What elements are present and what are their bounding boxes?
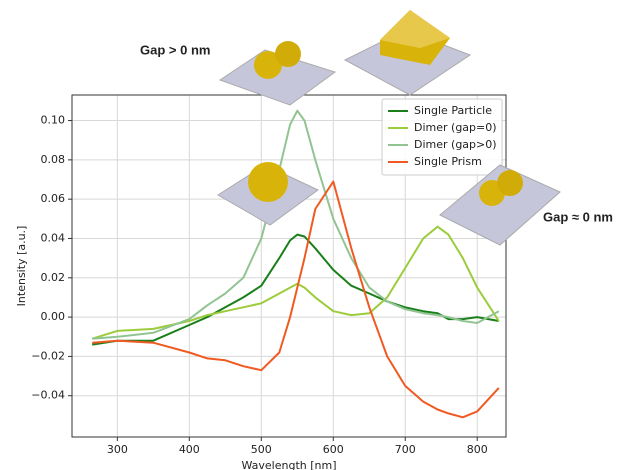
substrate (439, 164, 561, 246)
legend-label: Single Particle (414, 104, 492, 117)
line-series (92, 180, 500, 419)
y-axis-label: Intensity [a.u.] (15, 226, 28, 307)
y-tick-label: 0.08 (41, 153, 66, 166)
sphere (275, 41, 301, 67)
annotation: Gap > 0 nm (140, 42, 210, 57)
plot: 300 400 500 600 700 800 −0.04 −0.02 0.00 0.02 0.04… (15, 94, 507, 470)
y-tick-label: −0.02 (31, 349, 65, 362)
x-tick-label: 500 (251, 443, 272, 456)
y-tick-label: 0.06 (41, 192, 66, 205)
prism-top (380, 10, 450, 48)
y-tick-label: 0.10 (41, 114, 66, 127)
sphere (248, 162, 288, 202)
x-tick-label: 400 (179, 443, 200, 456)
line-series (91, 225, 500, 340)
x-tick-label: 600 (323, 443, 344, 456)
y-tick-label: −0.04 (31, 389, 65, 402)
x-axis-label: Wavelength [nm] (241, 459, 336, 470)
sphere (497, 170, 523, 196)
sphere (254, 51, 282, 79)
legend-box (381, 98, 503, 176)
substrate (218, 49, 337, 106)
y-tick-label: 0.04 (41, 231, 66, 244)
line-series (92, 109, 500, 340)
particle-images (217, 10, 561, 246)
legend-label: Single Prism (414, 155, 482, 168)
y-tick-label: 0.02 (41, 271, 66, 284)
line-series (92, 233, 499, 346)
annotation: Gap ≈ 0 nm (543, 209, 613, 224)
legend-label: Dimer (gap=0) (414, 121, 497, 134)
x-tick-label: 700 (395, 443, 416, 456)
x-tick-label: 300 (107, 443, 128, 456)
legend-label: Dimer (gap>0) (414, 138, 497, 151)
x-tick-label: 800 (467, 443, 488, 456)
y-tick-label: 0.00 (41, 310, 66, 323)
